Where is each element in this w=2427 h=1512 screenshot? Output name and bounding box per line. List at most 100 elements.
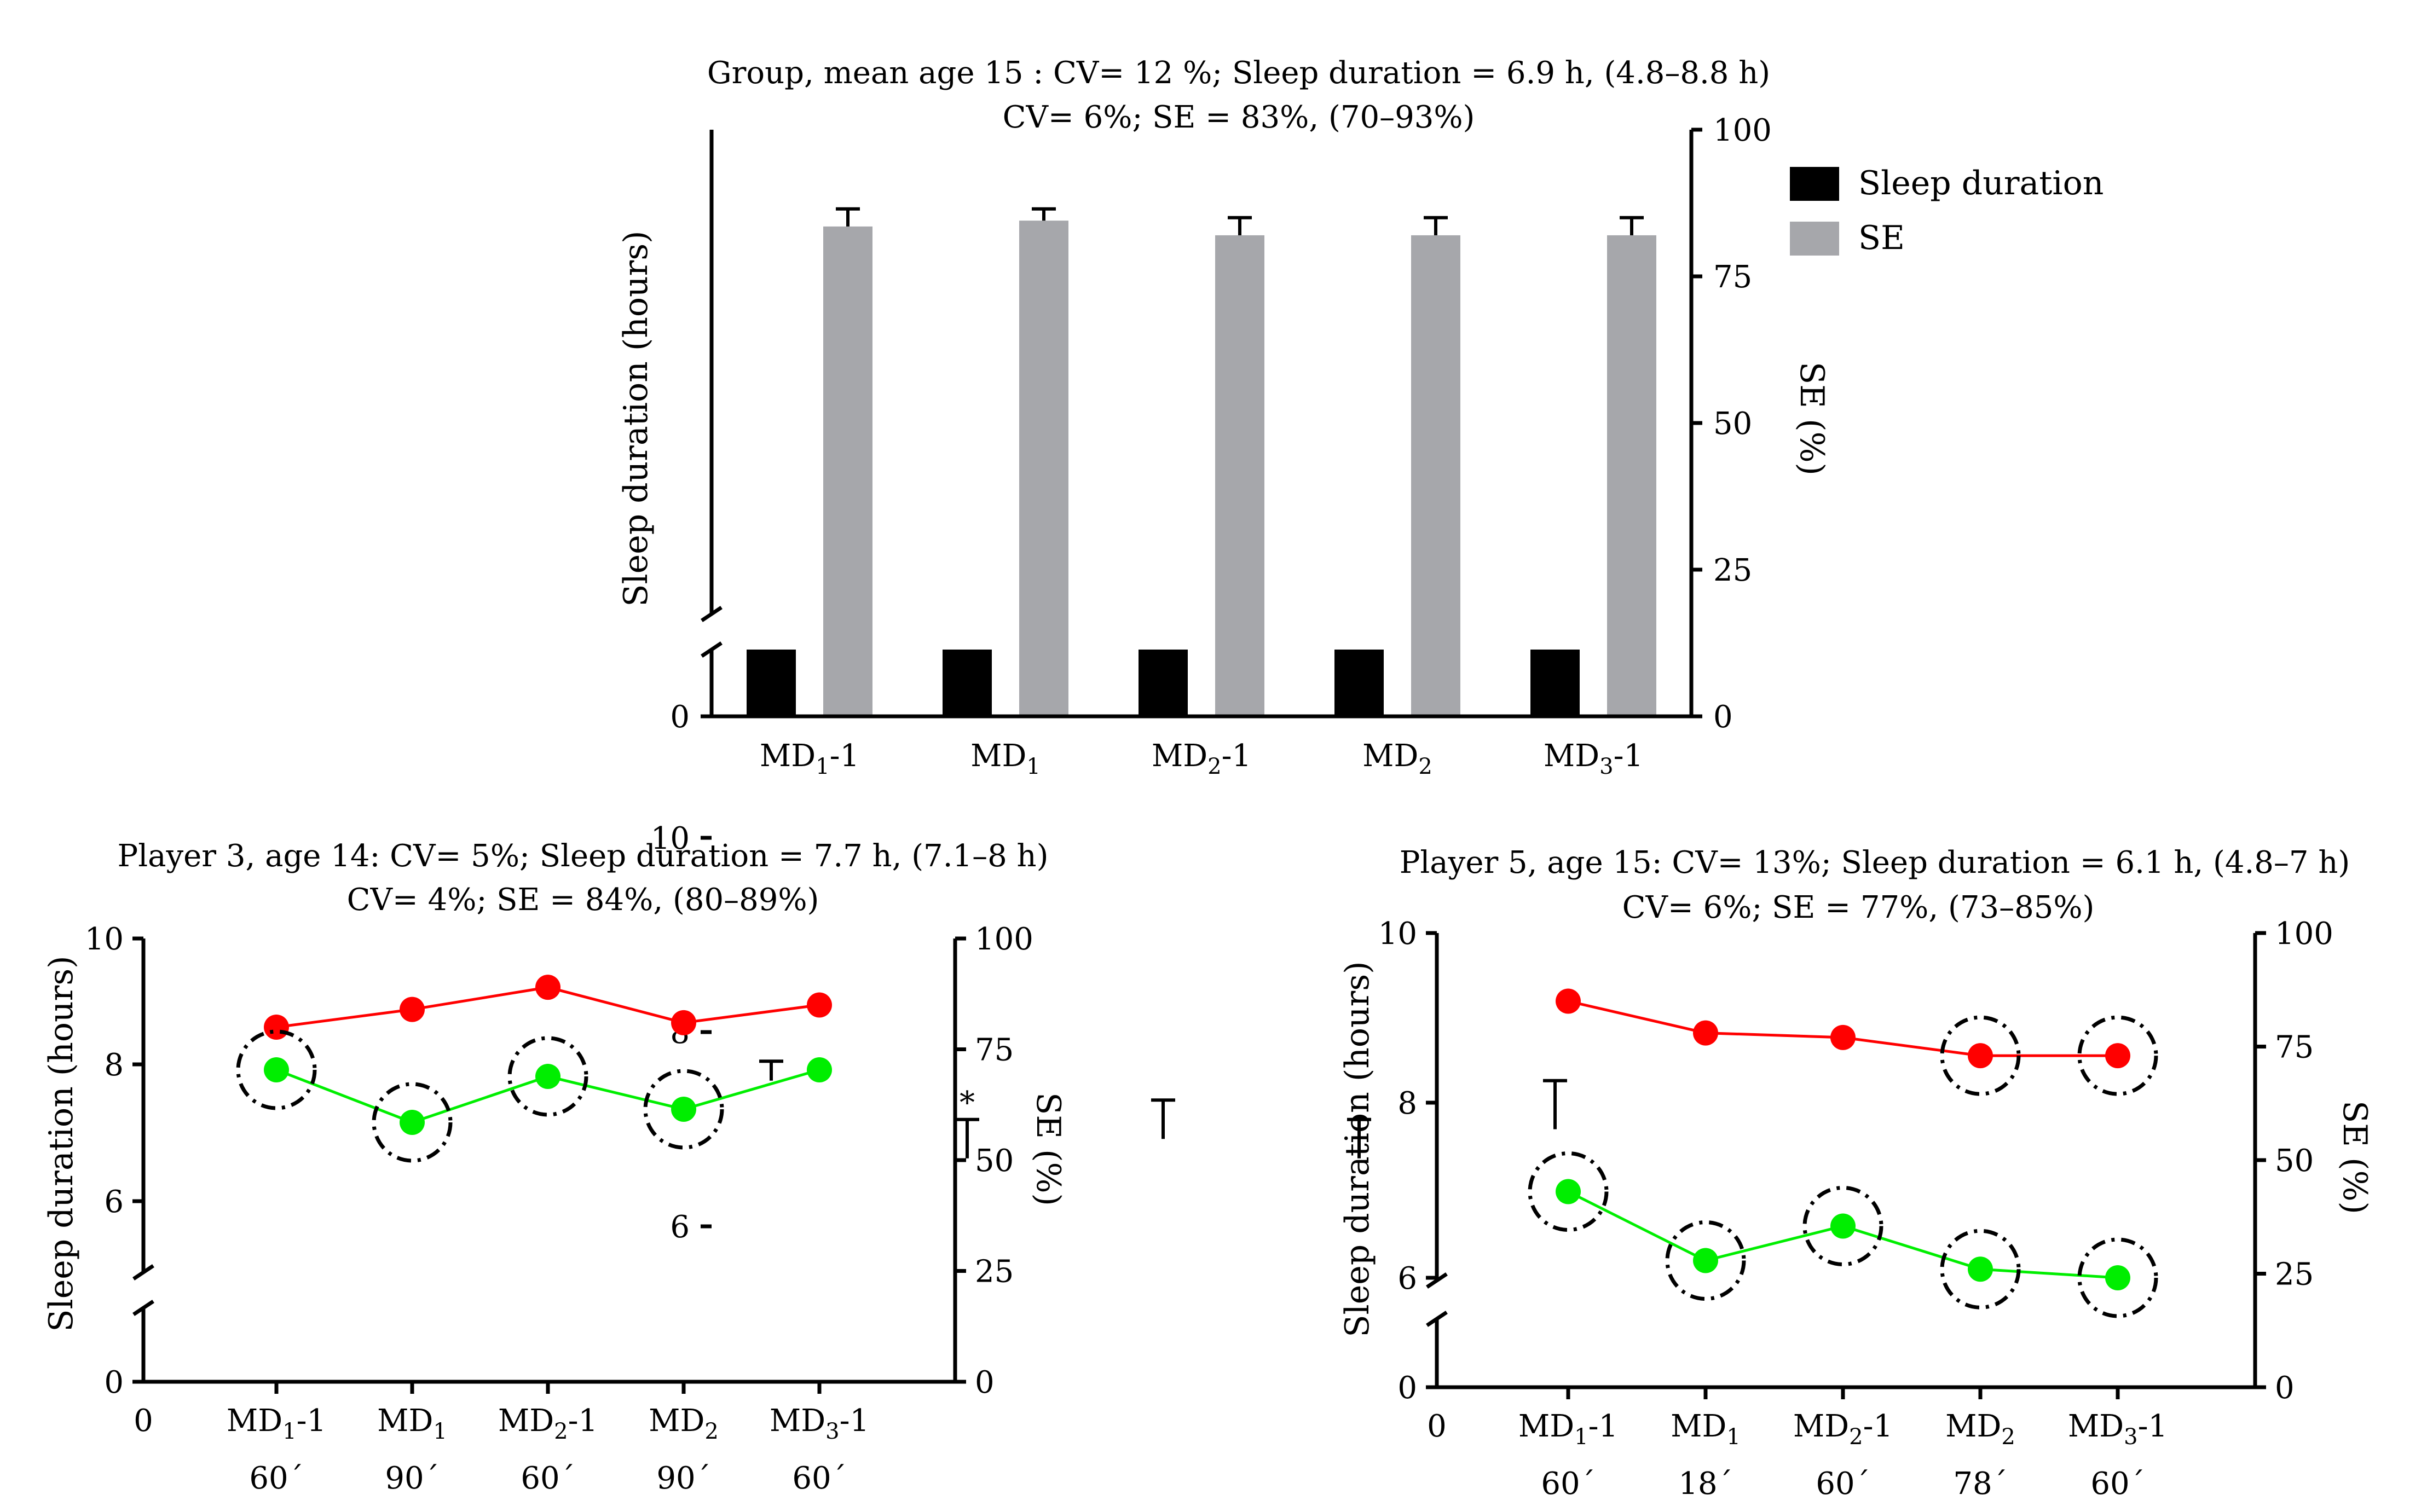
se-bar bbox=[1019, 221, 1068, 716]
group-y2label: SE (%) bbox=[1793, 362, 1831, 476]
legend-swatch-se bbox=[1790, 222, 1839, 256]
player3-line-chart: Player 3, age 14: CV= 5%; Sleep duration… bbox=[42, 838, 1067, 1496]
player5-title-line1: Player 5, age 15: CV= 13%; Sleep duratio… bbox=[1400, 845, 2350, 880]
player3-left-tick-label: 10 bbox=[85, 922, 124, 957]
group-bar-chart: Group, mean age 15 : CV= 12 %; Sleep dur… bbox=[617, 55, 2104, 1245]
player3-sleep-point bbox=[400, 1110, 425, 1135]
legend-label-se: SE bbox=[1858, 219, 1905, 257]
player5-circled-marker bbox=[1940, 1015, 2021, 1096]
player3-right-tick-label: 0 bbox=[975, 1365, 995, 1400]
player5-circled-marker bbox=[1665, 1220, 1746, 1301]
player5-right-tick-label: 0 bbox=[2275, 1370, 2295, 1406]
player3-se-point bbox=[535, 975, 560, 1000]
player3-line-marks bbox=[236, 975, 832, 1163]
group-title-line1: Group, mean age 15 : CV= 12 %; Sleep dur… bbox=[707, 55, 1770, 91]
group-category-label: MD1 bbox=[970, 738, 1041, 779]
se-bar bbox=[1215, 235, 1264, 717]
player5-ylabel: Sleep duration (hours) bbox=[1338, 961, 1377, 1337]
group-right-tick-label: 100 bbox=[1713, 113, 1772, 148]
player5-minutes-label: 60´ bbox=[2090, 1466, 2145, 1502]
group-category-label: MD2 bbox=[1362, 738, 1432, 779]
player5-y2label: SE (%) bbox=[2336, 1100, 2374, 1214]
player3-circled-marker bbox=[507, 1036, 588, 1117]
player5-category-label: MD3-1 bbox=[2068, 1409, 2168, 1450]
player5-sleep-point bbox=[1556, 1179, 1581, 1204]
player3-minutes-label: 60´ bbox=[792, 1461, 846, 1496]
player3-left-tick-label: 8 bbox=[104, 1047, 124, 1083]
player5-left-tick-label: 10 bbox=[1378, 916, 1417, 952]
group-left-tick-label: 0 bbox=[670, 699, 690, 735]
player3-axis-break-top bbox=[132, 1264, 154, 1281]
player5-title-line2: CV= 6%; SE = 77%, (73–85%) bbox=[1622, 890, 2095, 925]
player3-se-point bbox=[400, 997, 425, 1022]
player5-left-tick-label: 6 bbox=[1397, 1261, 1417, 1296]
player5-sleep-point bbox=[2105, 1265, 2130, 1290]
player3-se-point bbox=[264, 1015, 289, 1040]
player3-title-line2: CV= 4%; SE = 84%, (80–89%) bbox=[347, 882, 819, 918]
player3-category-label: MD2-1 bbox=[498, 1403, 598, 1444]
player3-y2label: SE (%) bbox=[1029, 1092, 1067, 1206]
player3-x-origin-label: 0 bbox=[134, 1403, 153, 1439]
player3-sleep-point bbox=[535, 1064, 560, 1089]
sleep-duration-bar-lower bbox=[1530, 650, 1580, 716]
player3-minutes-label: 90´ bbox=[385, 1461, 439, 1496]
player5-circled-marker bbox=[1940, 1229, 2021, 1310]
player3-sleep-point bbox=[671, 1097, 696, 1122]
player5-minutes-label: 60´ bbox=[1816, 1466, 1870, 1502]
player3-left-tick-label: 0 bbox=[104, 1365, 124, 1400]
player5-se-point bbox=[1968, 1043, 1993, 1069]
player3-ylabel: Sleep duration (hours) bbox=[42, 955, 80, 1331]
group-right-tick-label: 0 bbox=[1713, 699, 1733, 735]
sleep-duration-bar-lower bbox=[747, 650, 796, 716]
player5-se-point bbox=[1556, 988, 1581, 1014]
player3-minutes-label: 60´ bbox=[521, 1461, 575, 1496]
player3-circled-marker bbox=[372, 1082, 453, 1163]
player5-category-label: MD2 bbox=[1945, 1409, 2015, 1450]
group-axis-break-top bbox=[701, 606, 723, 622]
player3-minutes-label: 90´ bbox=[656, 1461, 710, 1496]
group-category-label: MD3-1 bbox=[1544, 738, 1643, 779]
group-legend: Sleep duration SE bbox=[1790, 164, 2104, 257]
player5-minutes-label: 18´ bbox=[1678, 1466, 1732, 1502]
player5-left-tick-label: 8 bbox=[1397, 1086, 1417, 1121]
sleep-duration-bar-lower bbox=[1139, 650, 1188, 716]
player5-x-origin-label: 0 bbox=[1427, 1409, 1447, 1444]
player3-circled-marker bbox=[643, 1069, 724, 1150]
player5-circled-marker bbox=[1802, 1186, 1883, 1266]
player5-axis-break-bottom bbox=[1426, 1311, 1448, 1327]
player5-right-tick-label: 100 bbox=[2275, 916, 2333, 952]
group-right-tick-label: 25 bbox=[1713, 553, 1752, 588]
player3-left-tick-label: 6 bbox=[104, 1184, 124, 1220]
player5-sleep-point bbox=[1693, 1248, 1718, 1273]
player3-right-tick-label: 100 bbox=[975, 922, 1033, 957]
player5-right-tick-label: 25 bbox=[2275, 1257, 2314, 1293]
player3-se-point bbox=[807, 992, 832, 1018]
player3-right-tick-label: 25 bbox=[975, 1254, 1014, 1290]
group-left-tick-label: 10 bbox=[651, 821, 690, 856]
player5-se-point bbox=[1830, 1024, 1856, 1050]
player5-circled-marker bbox=[1528, 1151, 1609, 1232]
group-category-label: MD1-1 bbox=[760, 738, 859, 779]
player3-category-label: MD1-1 bbox=[227, 1403, 326, 1444]
player3-se-point bbox=[671, 1010, 696, 1035]
player5-line-marks bbox=[1528, 988, 2158, 1318]
se-bar bbox=[1607, 235, 1656, 717]
sleep-duration-bar-lower bbox=[1334, 650, 1384, 716]
player5-minutes-label: 60´ bbox=[1541, 1466, 1595, 1502]
player3-category-label: MD1 bbox=[377, 1403, 447, 1444]
group-right-tick-label: 75 bbox=[1713, 259, 1752, 295]
player3-sleep-point bbox=[807, 1057, 832, 1082]
player3-title-line1: Player 3, age 14: CV= 5%; Sleep duration… bbox=[118, 838, 1049, 874]
player3-right-tick-label: 50 bbox=[975, 1143, 1014, 1179]
legend-swatch-sleep-duration bbox=[1790, 167, 1839, 201]
player3-axis-break-bottom bbox=[132, 1300, 154, 1316]
player5-left-tick-label: 0 bbox=[1397, 1370, 1417, 1406]
player3-category-label: MD3-1 bbox=[770, 1403, 869, 1444]
player3-minutes-label: 60´ bbox=[249, 1461, 303, 1496]
player3-circled-marker bbox=[236, 1029, 317, 1110]
player3-right-tick-label: 75 bbox=[975, 1033, 1014, 1068]
player5-category-label: MD1-1 bbox=[1518, 1409, 1618, 1450]
player5-sleep-point bbox=[1968, 1256, 1993, 1282]
